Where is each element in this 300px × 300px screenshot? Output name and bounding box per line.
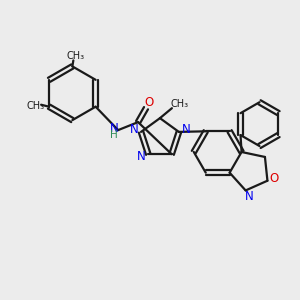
Text: CH₃: CH₃ (171, 99, 189, 109)
Text: N: N (137, 150, 146, 163)
Text: CH₃: CH₃ (66, 51, 84, 62)
Text: N: N (245, 190, 254, 203)
Text: H: H (110, 130, 118, 140)
Text: O: O (270, 172, 279, 185)
Text: N: N (110, 122, 118, 135)
Text: CH₃: CH₃ (26, 101, 44, 111)
Text: O: O (144, 96, 154, 109)
Text: N: N (182, 123, 190, 136)
Text: N: N (130, 123, 138, 136)
